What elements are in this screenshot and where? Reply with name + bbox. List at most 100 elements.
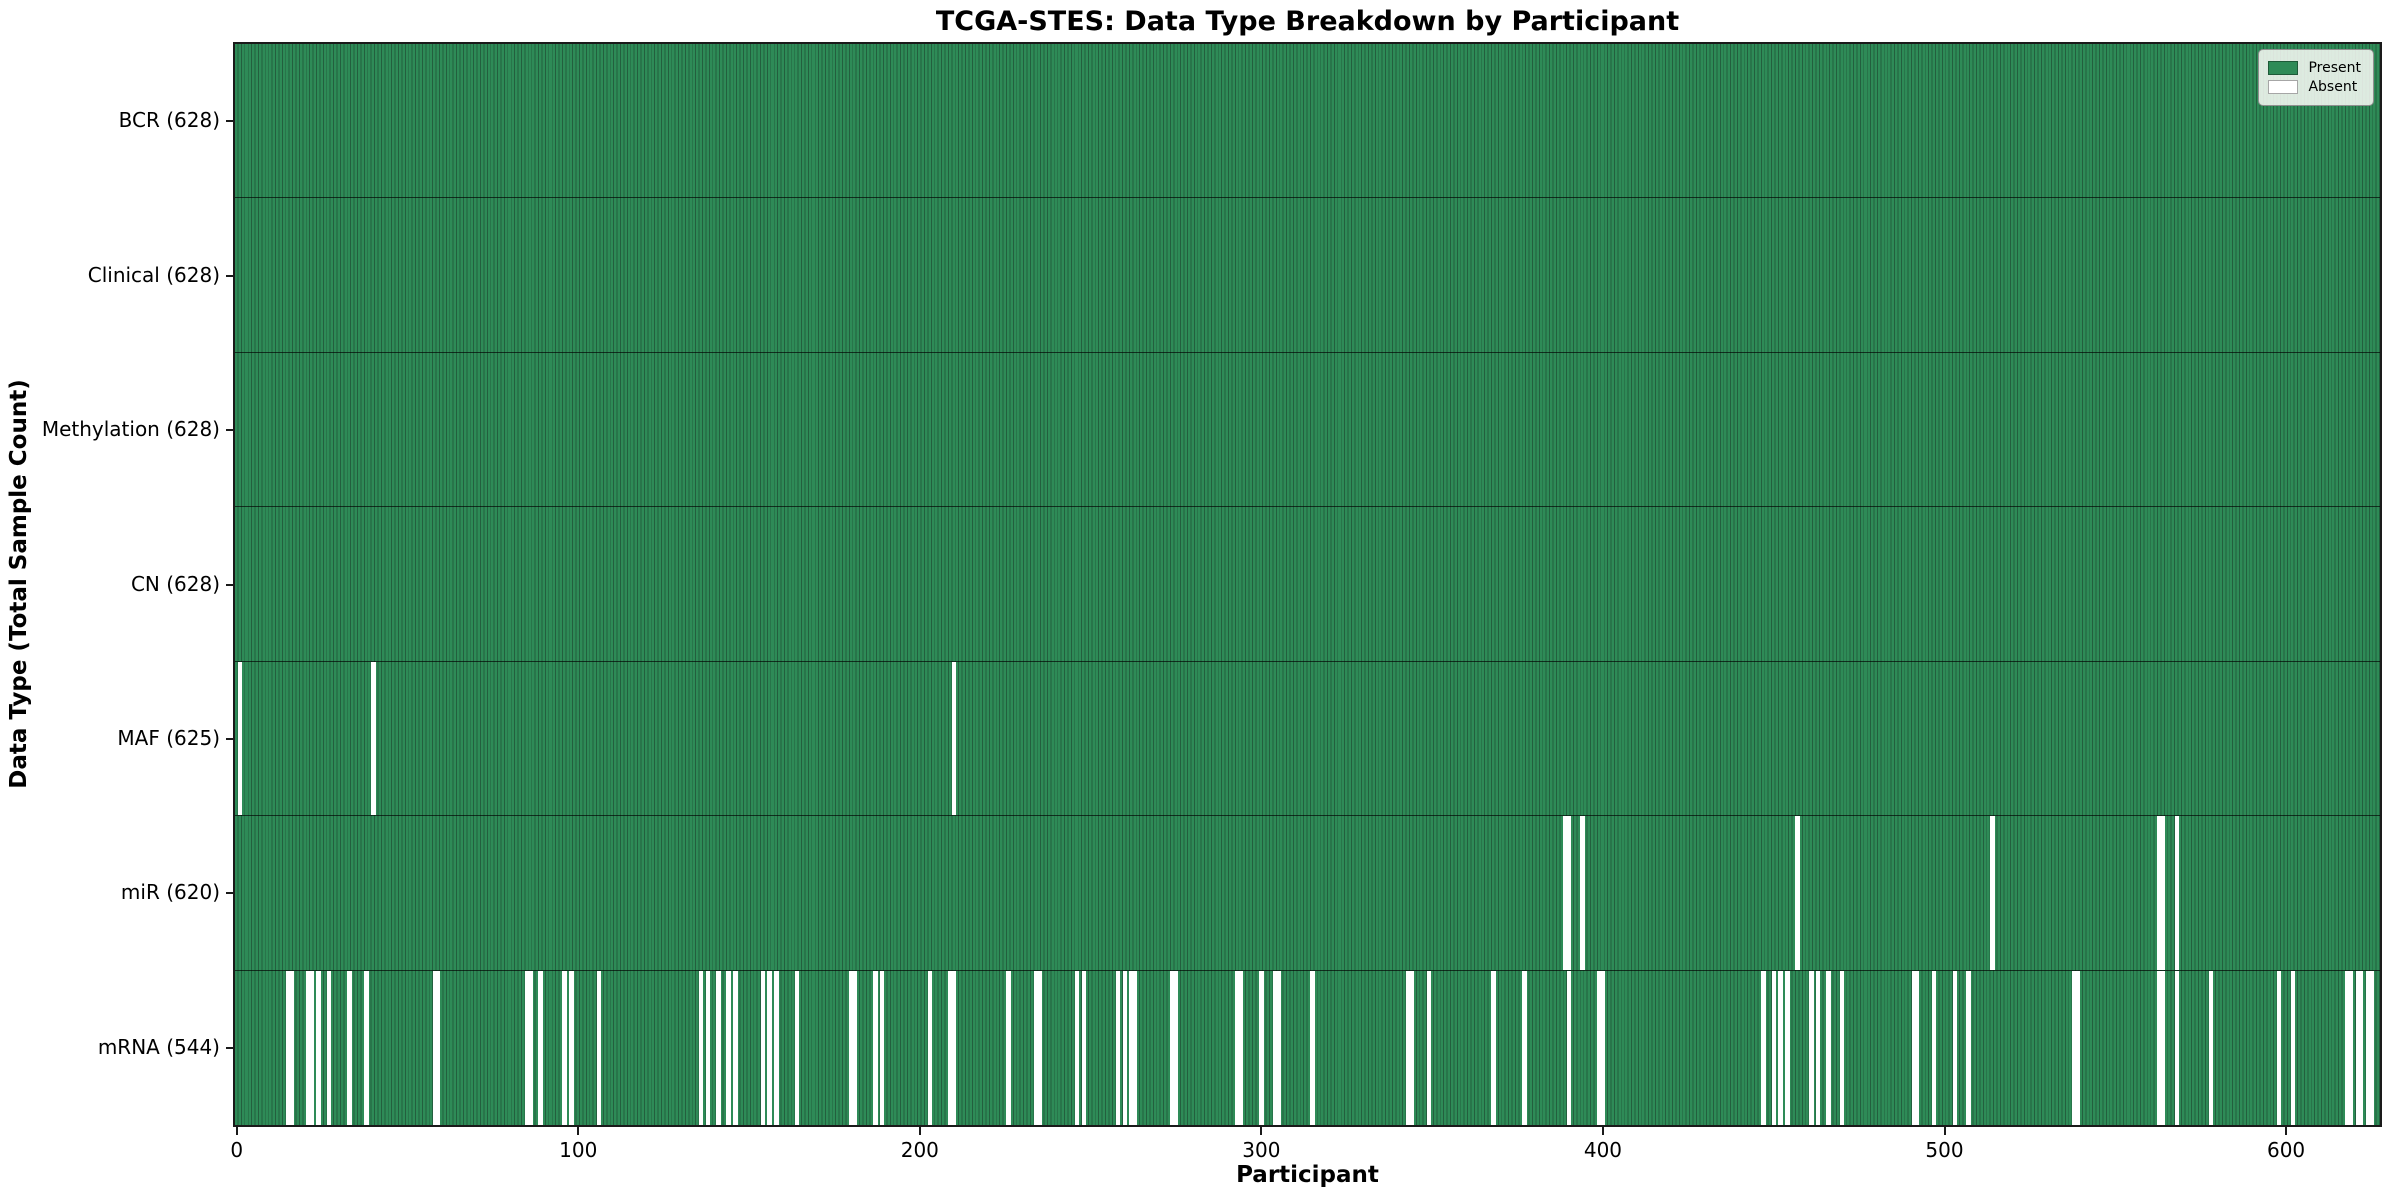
absent-gap (1952, 970, 1957, 1125)
absent-gap (1580, 816, 1585, 970)
absent-gap (1839, 970, 1845, 1125)
absent-gap (309, 970, 315, 1125)
absent-gap (2369, 970, 2374, 1125)
data-row-mRNA (235, 970, 2380, 1125)
absent-gap (436, 970, 441, 1125)
absent-swatch (2268, 80, 2299, 94)
absent-gap (432, 970, 437, 1125)
y-tick-mark (226, 892, 233, 895)
absent-gap (1600, 970, 1606, 1125)
absent-gap (852, 970, 858, 1125)
absent-gap (528, 970, 533, 1125)
absent-gap (371, 661, 376, 816)
absent-gap (1272, 970, 1278, 1125)
absent-gap (316, 970, 321, 1125)
absent-gap (2157, 816, 2162, 970)
absent-gap (2348, 970, 2354, 1125)
absent-gap (2345, 970, 2350, 1125)
absent-gap (2290, 970, 2296, 1125)
legend-item-present: Present (2268, 60, 2361, 76)
x-tick-mark (918, 1127, 921, 1135)
legend-label-present: Present (2308, 60, 2361, 76)
y-tick-mark (226, 583, 233, 586)
absent-gap (1491, 970, 1496, 1125)
absent-gap (1170, 970, 1175, 1125)
absent-gap (2208, 970, 2214, 1125)
absent-gap (2359, 970, 2364, 1125)
y-tick-label: mRNA (544) (97, 1034, 220, 1059)
absent-gap (1771, 970, 1776, 1125)
x-tick-mark (1601, 1127, 1604, 1135)
absent-gap (849, 970, 854, 1125)
absent-gap (1259, 970, 1264, 1125)
y-tick-label: Clinical (628) (87, 262, 220, 287)
absent-gap (1081, 970, 1086, 1125)
absent-gap (2174, 970, 2179, 1125)
legend: Present Absent (2258, 49, 2374, 106)
absent-gap (1115, 970, 1121, 1125)
absent-gap (951, 970, 957, 1125)
absent-gap (2277, 970, 2282, 1125)
absent-gap (774, 970, 779, 1125)
absent-gap (326, 970, 332, 1125)
absent-gap (2160, 816, 2166, 970)
absent-gap (699, 970, 704, 1125)
absent-gap (1132, 970, 1138, 1125)
y-tick-mark (226, 274, 233, 277)
absent-gap (1778, 970, 1783, 1125)
absent-gap (705, 970, 711, 1125)
chart-title: TCGA-STES: Data Type Breakdown by Partic… (935, 6, 1680, 37)
absent-gap (538, 970, 543, 1125)
absent-gap (1990, 816, 1995, 970)
absent-gap (569, 970, 574, 1125)
absent-gap (1409, 970, 1414, 1125)
absent-gap (2365, 970, 2371, 1125)
absent-gap (726, 970, 731, 1125)
absent-gap (1826, 970, 1831, 1125)
data-row-miR (235, 816, 2380, 971)
absent-gap (285, 970, 291, 1125)
absent-gap (716, 970, 721, 1125)
absent-gap (1522, 970, 1527, 1125)
absent-gap (760, 970, 765, 1125)
absent-gap (1033, 970, 1039, 1125)
absent-gap (1911, 970, 1916, 1125)
presence-matrix (235, 44, 2380, 1125)
x-tick-mark (577, 1127, 580, 1135)
absent-gap (1795, 816, 1800, 970)
absent-gap (948, 970, 953, 1125)
data-row-Clinical (235, 198, 2380, 353)
absent-gap (1426, 970, 1431, 1125)
data-row-MAF (235, 661, 2380, 817)
absent-gap (1597, 970, 1602, 1125)
absent-gap (364, 970, 369, 1125)
y-tick-label: BCR (628) (118, 108, 220, 133)
absent-gap (1037, 970, 1042, 1125)
x-tick-label: 0 (230, 1138, 244, 1162)
x-tick-label: 600 (2266, 1138, 2306, 1162)
y-tick-mark (226, 737, 233, 740)
absent-gap (1566, 816, 1571, 970)
x-tick-label: 200 (900, 1138, 939, 1162)
absent-gap (1173, 970, 1179, 1125)
x-tick-label: 100 (559, 1138, 598, 1162)
absent-gap (1238, 970, 1244, 1125)
y-tick-label: CN (628) (130, 571, 220, 596)
absent-gap (524, 970, 530, 1125)
absent-gap (2072, 970, 2077, 1125)
x-tick-label: 300 (1242, 1138, 1281, 1162)
present-swatch (2268, 61, 2299, 75)
x-tick-label: 400 (1583, 1138, 1623, 1162)
x-tick-mark (1943, 1127, 1946, 1135)
y-tick-label: MAF (625) (117, 725, 220, 750)
x-axis-label: Participant (1236, 1162, 1379, 1188)
absent-gap (347, 970, 352, 1125)
absent-gap (1761, 970, 1766, 1125)
absent-gap (1966, 970, 1971, 1125)
absent-gap (1276, 970, 1281, 1125)
absent-gap (306, 970, 311, 1125)
absent-gap (1563, 816, 1568, 970)
absent-gap (596, 970, 601, 1125)
plot-area: Present Absent (233, 42, 2382, 1127)
